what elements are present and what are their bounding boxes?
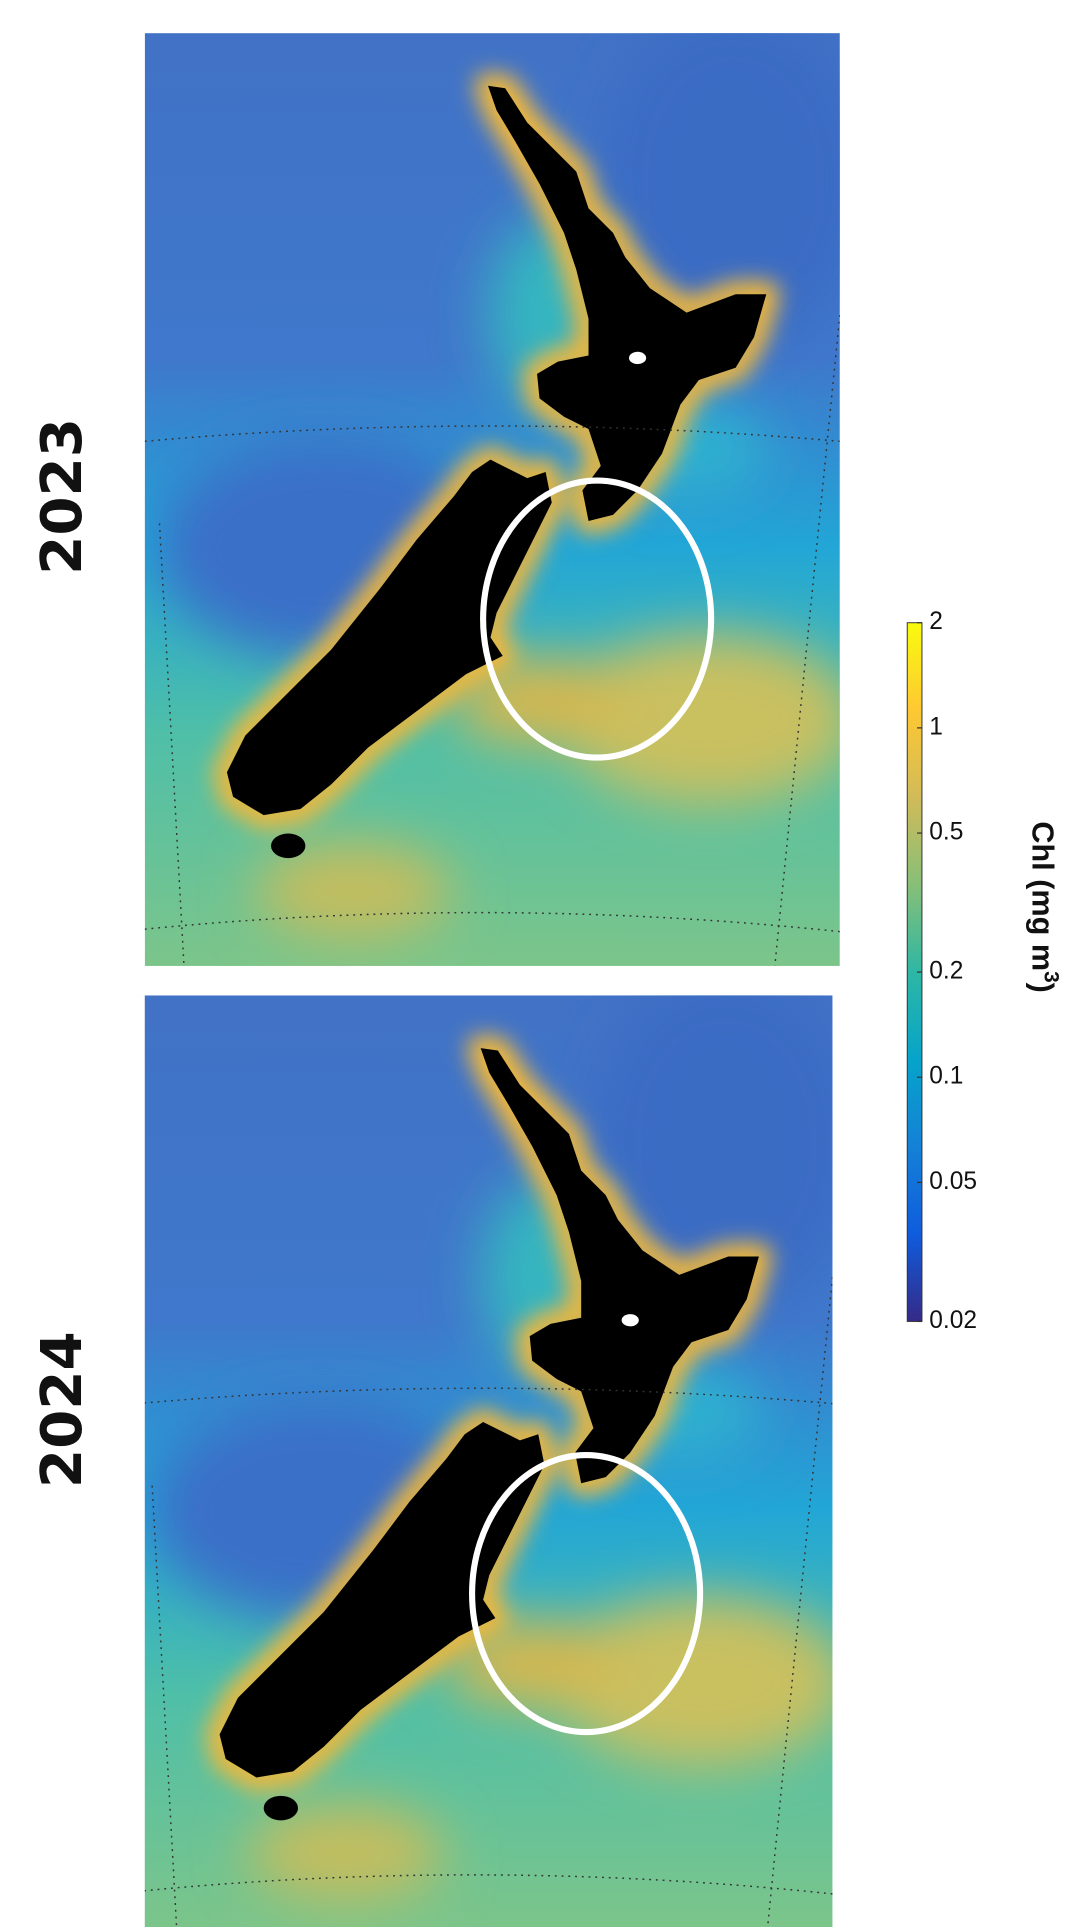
- map-panel: [145, 9, 868, 966]
- colorbar-tick-label: 0.02: [929, 1307, 977, 1334]
- colorbar-tick-label: 0.05: [929, 1168, 977, 1195]
- year-label: 2023: [30, 418, 95, 575]
- colorbar-tick-label: 0.1: [929, 1063, 963, 1090]
- year-label: 2024: [30, 1331, 95, 1488]
- label-text: ): [1025, 983, 1059, 993]
- colorbar-tick-label: 0.5: [929, 819, 963, 846]
- colorbar-tick-label: 1: [929, 713, 943, 740]
- colorbar-tick-label: 2: [929, 608, 943, 635]
- map-panel: [133, 971, 861, 1927]
- label-text: Chl (mg m: [1025, 821, 1059, 971]
- colorbar-tick-label: 0.2: [929, 958, 963, 985]
- label-superscript: 3: [1040, 971, 1063, 983]
- colorbar-label: Chl (mg m3): [1025, 821, 1062, 993]
- figure: 2023 2024 Chl (mg m3) 2 1 0.5 0.2 0.1 0.05 0.0…: [0, 0, 1079, 1927]
